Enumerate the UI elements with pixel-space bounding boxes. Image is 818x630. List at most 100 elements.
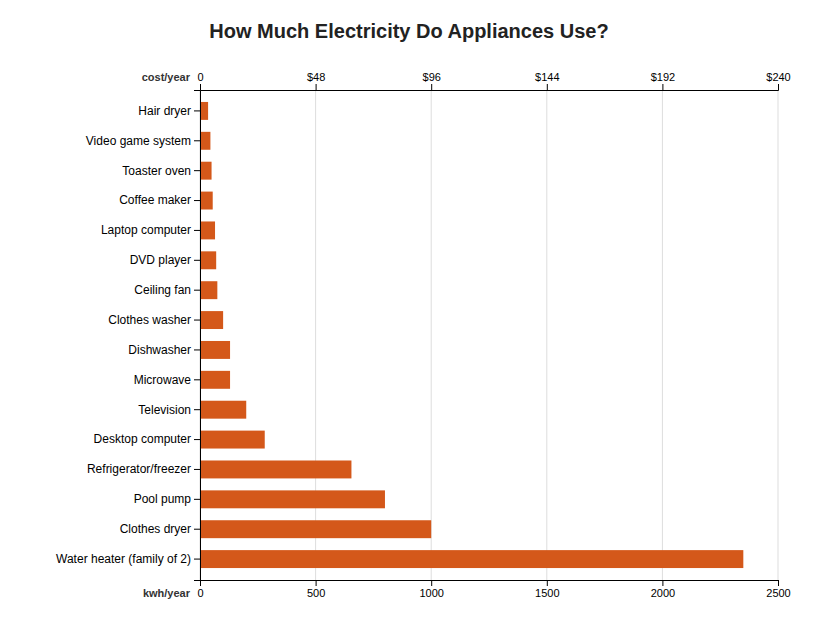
grid-line [431,90,432,580]
y-tick-label: Water heater (family of 2) [56,552,191,566]
x2-tick: $192 [651,71,675,90]
x-tick-label: 2000 [651,587,675,599]
chart: 0 500 1000 1500 2000 2500 0 $48 $96 $144 $192 $240 W… [0,0,818,630]
y-tick-label: Ceiling fan [134,283,191,297]
x2-tick: $240 [766,71,790,90]
x-tick-label: 1500 [535,587,559,599]
y-tick-mark [194,379,200,380]
bar [200,460,351,478]
y-tick-label: Pool pump [134,492,192,506]
bar [200,251,216,269]
x2-tick-mark [662,84,663,90]
x2-tick-mark [200,84,201,90]
y-tick-mark [194,499,200,500]
y-tick-label: Clothes dryer [120,522,191,536]
x2-tick-label: $144 [535,71,559,83]
bar [200,490,385,508]
x2-axis-line [201,84,779,91]
x-tick-label: 2500 [766,587,790,599]
y-tick-mark [194,529,200,530]
y-tick: Coffee maker [119,193,200,207]
y-tick-mark [194,349,200,350]
x-tick: 2000 [651,580,675,599]
y-tick-mark [194,409,200,410]
x-tick: 1500 [535,580,559,599]
y-tick: Hair dryer [138,104,200,118]
x-tick: 1000 [419,580,443,599]
y-tick-mark [194,110,200,111]
x2-tick-label: 0 [197,71,203,83]
y-tick: Dishwasher [128,343,200,357]
x2-tick-label: $240 [766,71,790,83]
y-tick-label: Desktop computer [94,432,191,446]
y-tick-label: DVD player [130,253,191,267]
bar [200,221,215,239]
y-tick-label: Microwave [134,373,192,387]
y-axis: Water heater (family of 2) Clothes dryer P… [56,91,200,581]
y-tick: Clothes washer [108,313,200,327]
y-tick: Refrigerator/freezer [87,462,200,476]
x-tick-label: 0 [197,587,203,599]
y-tick: Water heater (family of 2) [56,552,200,566]
y-tick-label: Clothes washer [108,313,191,327]
y-tick-mark [194,140,200,141]
y-tick-mark [194,559,200,560]
x2-tick-mark [778,84,779,90]
y-tick: Television [138,403,200,417]
y-tick-label: Hair dryer [138,104,191,118]
x-tick-mark [547,580,548,586]
grid [200,90,778,580]
y-tick-label: Video game system [86,134,191,148]
bar [200,341,230,359]
y-tick-mark [194,170,200,171]
y-tick-label: Coffee maker [119,193,191,207]
y-tick-mark [194,320,200,321]
bar [200,132,210,150]
y-tick-mark [194,290,200,291]
x2-axis: 0 $48 $96 $144 $192 $240 [197,71,790,91]
x2-tick-mark [316,84,317,90]
bar [200,311,223,329]
bar [200,431,265,449]
grid-line [662,90,663,580]
y-axis-line [194,91,201,581]
y-tick: Pool pump [134,492,200,506]
y-tick-mark [194,439,200,440]
x-tick: 2500 [766,580,790,599]
y-tick: Video game system [86,134,200,148]
x2-tick: $96 [423,71,441,90]
bar [200,162,212,180]
x2-tick-label: $192 [651,71,675,83]
x-tick-mark [662,580,663,586]
x-tick-mark [431,580,432,586]
x2-tick-label: $48 [307,71,325,83]
grid-line [778,90,779,580]
title: How Much Electricity Do Appliances Use? [209,20,608,42]
bar [200,102,208,120]
bar [200,401,246,419]
y-tick-label: Dishwasher [128,343,191,357]
y-tick: Clothes dryer [120,522,200,536]
x-axis-line [201,581,779,587]
y-tick-label: Toaster oven [122,164,191,178]
y-tick: Desktop computer [94,432,200,446]
plot: 0 500 1000 1500 2000 2500 0 $48 $96 $144 $192 $240 W… [56,71,791,599]
y-tick: DVD player [130,253,200,267]
bar [200,192,213,210]
grid-line [546,90,547,580]
bar [200,281,217,299]
y-tick-mark [194,260,200,261]
x-tick: 500 [307,580,325,599]
bar [200,520,431,538]
y-tick-mark [194,230,200,231]
bars [200,102,743,568]
x-tick-mark [316,580,317,586]
x-axis: 0 500 1000 1500 2000 2500 [197,580,790,599]
x2-tick: 0 [197,71,203,90]
y-tick: Laptop computer [101,223,200,237]
x2-tick-label: $96 [423,71,441,83]
y-tick: Ceiling fan [134,283,200,297]
x-tick-label: 1000 [419,587,443,599]
x-tick: 0 [197,580,203,599]
x2-tick: $48 [307,71,325,90]
